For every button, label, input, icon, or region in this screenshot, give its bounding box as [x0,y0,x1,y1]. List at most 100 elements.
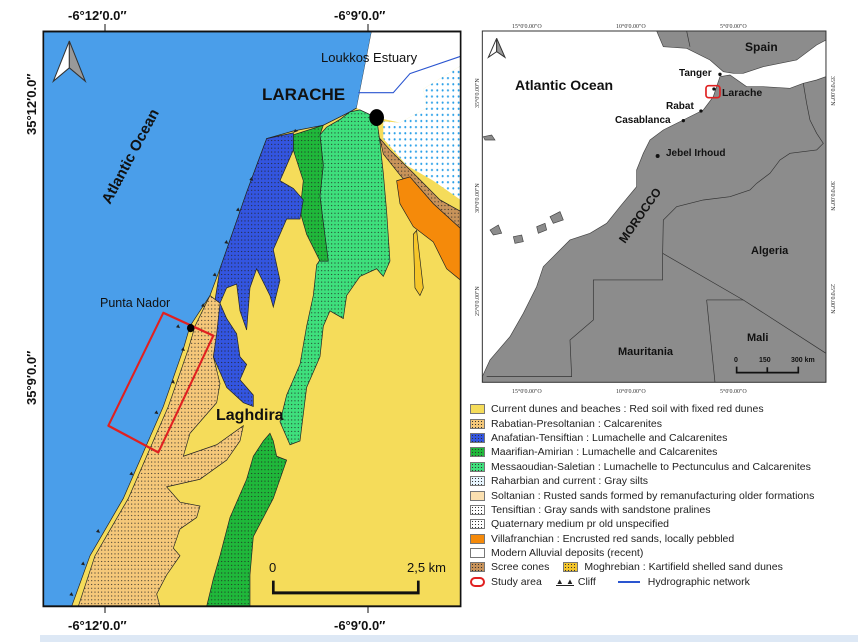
moghrebian-swatch [563,562,579,573]
inset-bottom-2: 10°0'0.00"O [616,388,646,395]
moghrebian-label: Moghrebian : Kartifield shelled sand dun… [584,561,783,574]
inset-larache-label: Larache [722,87,762,99]
legend-label: Tensiftian : Gray sands with sandstone p… [491,503,711,516]
legend-item: Anafatian-Tensiftian : Lumachelle and Ca… [470,431,814,445]
hydrographic-network [358,55,461,94]
study-area-label: Study area [491,575,542,588]
inset-coord-labels: 15°0'0.00"O 10°0'0.00"O 5°0'0.00"O 15°0'… [474,23,836,395]
legend-label: Messaoudian-Saletian : Lumachelle to Pec… [491,460,811,473]
laghdira-label: Laghdira [216,407,284,424]
inset-top-2: 10°0'0.00"O [616,23,646,30]
inset-right-2: 30°0'0.00"N [829,181,836,211]
city-markers [655,72,722,158]
legend-row-symbols: Study area ▲ ▲ Cliff Hydrographic networ… [470,575,814,589]
legend-swatch [470,461,485,472]
legend-item: Modern Alluvial deposits (recent) [470,546,814,560]
inset-ocean-label: Atlantic Ocean [515,77,613,93]
legend-label: Raharbian and current : Gray silts [491,475,648,488]
inset-map [481,30,827,383]
legend-swatch [470,447,485,458]
legend-label: Soltanian : Rusted sands formed by reman… [491,489,815,502]
legend-label: Anafatian-Tensiftian : Lumachelle and Ca… [491,431,728,444]
legend-item: Villafranchian : Encrusted red sands, lo… [470,532,814,546]
legend-swatch [470,476,485,487]
coord-top-1: -6°12′0.0″ [68,8,127,23]
legend-item: Current dunes and beaches : Red soil wit… [470,402,814,416]
inset-rabat-label: Rabat [666,101,694,112]
inset-mauritania-label: Mauritania [618,346,674,358]
legend-swatch [470,432,485,443]
africa-land [482,74,826,383]
raharbian-silts [383,65,461,200]
inset-scale-0: 0 [734,357,738,364]
borders [486,30,826,383]
legend-label: Modern Alluvial deposits (recent) [491,547,644,560]
punta-nador-label: Punta Nador [100,296,170,310]
punta-nador-marker [186,323,195,333]
main-coord-labels: -6°12′0.0″ -6°9′0.0″ -6°12′0.0″ -6°9′0.0… [24,8,385,633]
legend-swatch [470,404,485,415]
legend: Current dunes and beaches : Red soil wit… [470,402,814,589]
legend-item: Rabatian-Presoltanian : Calcarenites [470,416,814,430]
cliff-label: Cliff [577,575,596,588]
legend-swatch [470,490,485,501]
inset-tanger-label: Tanger [679,68,712,79]
larache-marker [369,109,384,127]
study-area-swatch [470,576,485,587]
inset-bottom-1: 15°0'0.00"O [512,388,542,395]
legend-swatch [470,504,485,515]
inset-jebel-label: Jebel Irhoud [666,148,725,159]
main-map [42,30,462,608]
inset-left-1: 35°0'0.00"N [474,78,481,108]
cliff-icon: ▲ ▲ [555,576,574,586]
legend-label: Current dunes and beaches : Red soil wit… [491,403,764,416]
scale-start-label: 0 [269,560,276,575]
legend-label: Rabatian-Presoltanian : Calcarenites [491,417,663,430]
legend-label: Maarifian-Amirian : Lumachelle and Calca… [491,446,718,459]
inset-right-3: 25°0'0.00"N [829,284,836,314]
inset-scale-300: 300 km [791,357,815,364]
legend-swatch [470,519,485,530]
coord-left-1: 35°12′0.0″ [24,73,39,135]
inset-mali-label: Mali [747,332,768,344]
legend-swatch [470,548,485,559]
scree-swatch [470,562,485,573]
larache-label: LARACHE [262,85,345,104]
inset-bottom-3: 5°0'0.00"O [720,388,747,395]
coord-bottom-1: -6°12′0.0″ [68,618,127,633]
inset-scale-150: 150 [759,357,771,364]
legend-row-scree: Scree cones Moghrebian : Kartifield shel… [470,560,814,574]
legend-swatch [470,418,485,429]
cliff-markers [69,129,299,596]
scale-end-label: 2,5 km [407,560,446,575]
legend-swatch [470,533,485,544]
inset-left-3: 25°0'0.00"N [474,286,481,316]
coord-left-2: 35°9′0.0″ [24,351,39,405]
villafranchian [396,176,461,281]
spain-land [656,30,826,74]
legend-item: Soltanian : Rusted sands formed by reman… [470,488,814,502]
legend-label: Villafranchian : Encrusted red sands, lo… [491,532,735,545]
estuary-alluvial [356,31,461,123]
scale-bar [271,580,420,595]
legend-item: Maarifian-Amirian : Lumachelle and Calca… [470,445,814,459]
north-arrow-icon [52,40,87,83]
north-arrow-icon-inset [487,38,507,59]
legend-item: Raharbian and current : Gray silts [470,474,814,488]
coord-bottom-2: -6°9′0.0″ [334,618,385,633]
coord-top-2: -6°9′0.0″ [334,8,385,23]
inset-right-1: 35°0'0.00"N [829,76,836,106]
legend-item: Quaternary medium pr old unspecified [470,517,814,531]
hydro-line-icon [617,580,640,583]
legend-item: Tensiftian : Gray sands with sandstone p… [470,503,814,517]
inset-top-3: 5°0'0.00"O [720,23,747,30]
scree-label: Scree cones [491,561,550,574]
canary-islands [482,134,564,244]
inset-spain-label: Spain [745,40,778,54]
inset-algeria-label: Algeria [751,245,789,257]
inset-top-1: 15°0'0.00"O [512,23,542,30]
hydro-label: Hydrographic network [647,575,750,588]
bottom-band [40,635,858,642]
larache-study-box [705,84,721,99]
